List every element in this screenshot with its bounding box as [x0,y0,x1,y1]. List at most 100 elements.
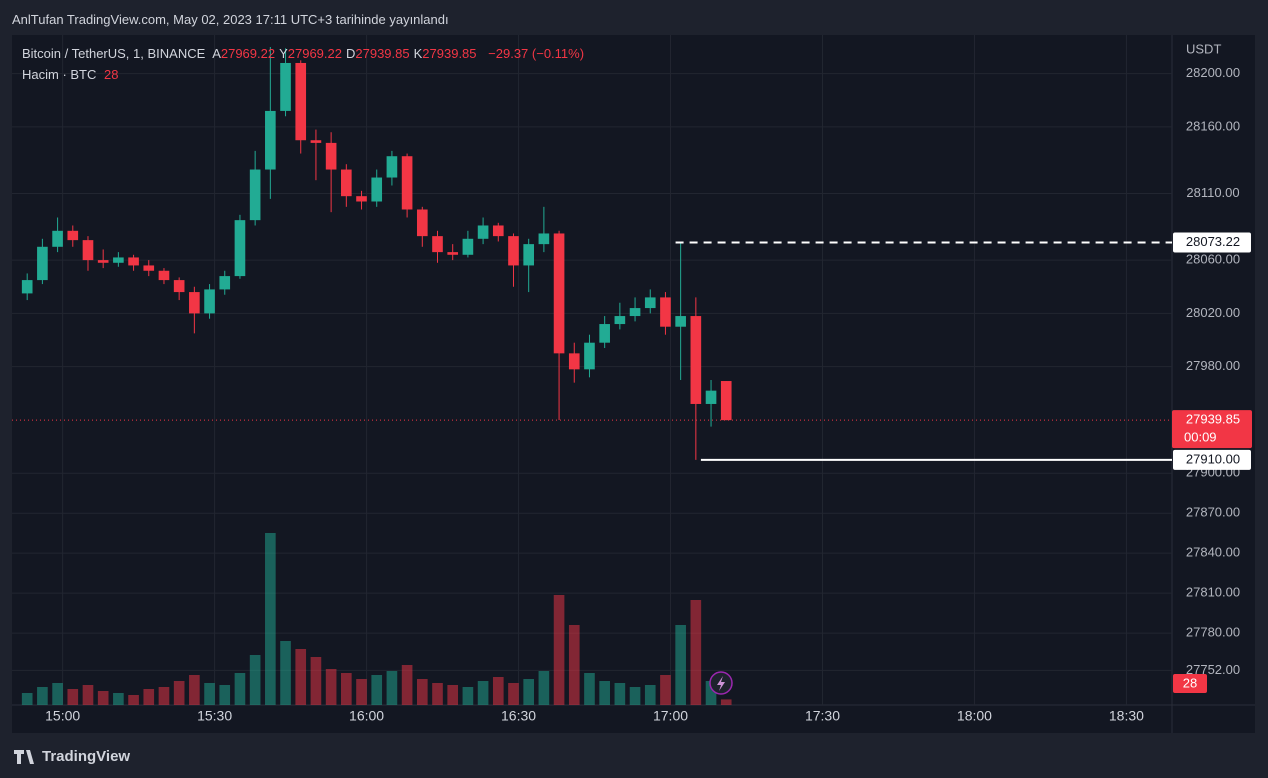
candle-body [553,233,565,354]
current-price-box [1172,410,1252,449]
candle-body [204,289,215,314]
x-tick-label: 16:30 [501,708,536,724]
volume-bar [705,681,717,705]
candle-body [249,169,261,221]
y-tick-label: 27870.00 [1186,505,1240,520]
candle-body [644,297,656,309]
candle-body [37,246,48,281]
candle-body [173,280,185,293]
candle-body [310,140,322,143]
volume-bar [523,679,534,705]
volume-bar [143,689,155,705]
volume-bar [584,673,595,705]
legend-row: Bitcoin / TetherUS, 1, BINANCE A27969.22… [22,46,588,61]
candle-body [416,209,428,237]
volume-bar [432,683,443,705]
candle-body [599,324,610,343]
volume-row: Hacim · BTC 28 [22,67,122,82]
candle-body [265,110,276,170]
volume-bar [249,655,261,705]
x-tick-label: 15:00 [45,708,80,724]
ohlc-key: A [212,46,221,61]
chart-panel [12,35,1255,733]
candle-body [477,225,489,239]
level-box [1173,232,1251,253]
volume-axis-box [1173,674,1207,693]
candle-body [82,240,94,261]
candle-body [614,316,626,325]
candle-body [128,257,139,266]
volume-bar [128,695,139,705]
plot: 28200.00 28160.00 28110.00 28060.00 28020.00… [12,35,1252,724]
ohlc-value: 27969.22 [220,46,276,61]
y-tick-label: 27980.00 [1186,358,1240,373]
candle-body [52,230,63,247]
volume-bar [280,641,291,705]
candle-body [720,381,732,421]
volume-bar [660,675,671,705]
current-price-label: 27939.85 [1186,412,1240,427]
candle-body [660,297,671,327]
volume-bar [568,625,580,705]
countdown: 00:09 [1184,430,1217,445]
ohlc-value: 27939.85 [422,46,477,61]
candle-body [568,353,580,370]
y-tick-label: 27840.00 [1186,545,1240,560]
volume-value: 28 [104,67,119,82]
candle-body [189,292,200,314]
volume-bar [690,600,702,705]
y-tick-label: 27752.00 [1186,662,1240,677]
volume-bar [599,681,610,705]
y-tick-label: 28110.00 [1186,185,1239,200]
x-tick-label: 17:00 [653,708,688,724]
candle-body [341,169,352,197]
candle-body [143,265,155,271]
candle-body [629,308,641,317]
volume-bar [629,687,641,705]
volume-bar [219,685,231,705]
published: AnlTufan TradingView.com, May 02, 2023 1… [12,12,449,27]
candle-body [538,233,550,245]
candle-body [492,225,504,237]
candle-body [675,316,686,327]
candle-body [690,316,702,404]
candle-body [21,280,33,294]
volume-label: Hacim · BTC [22,67,97,82]
volume-bar [37,687,48,705]
volume-bar [462,687,474,705]
volume-bar [477,681,489,705]
level-label: 28073.22 [1186,234,1240,249]
currency: USDT [1186,41,1221,56]
volume-bar [234,673,246,705]
y-tick-label: 28160.00 [1186,118,1240,133]
x-tick-label: 18:30 [1109,708,1144,724]
candle-body [386,156,398,178]
brand: TradingView [42,748,130,765]
volume-bar [447,685,459,705]
candle-body [280,62,291,111]
volume-bar [538,671,550,705]
y-tick-label: 28060.00 [1186,252,1240,267]
level-box [1173,449,1251,470]
volume-bar [416,679,428,705]
volume-bar [401,665,413,705]
volume-bar [204,683,215,705]
candle-body [219,276,231,290]
ohlc-key: Y [279,46,288,61]
volume-bar [341,673,352,705]
candle-body [432,236,443,253]
volume-bar [67,689,79,705]
candle-body [462,238,474,255]
volume-bar [82,685,94,705]
volume-bar [553,595,565,705]
volume-bar [644,685,656,705]
volume-bar [97,691,109,705]
candle-body [97,260,109,263]
candle-body [401,156,413,210]
volume-bar [508,683,519,705]
level-label: 27910.00 [1186,451,1240,466]
volume-bar [325,669,337,705]
y-tick-label: 28020.00 [1186,305,1240,320]
